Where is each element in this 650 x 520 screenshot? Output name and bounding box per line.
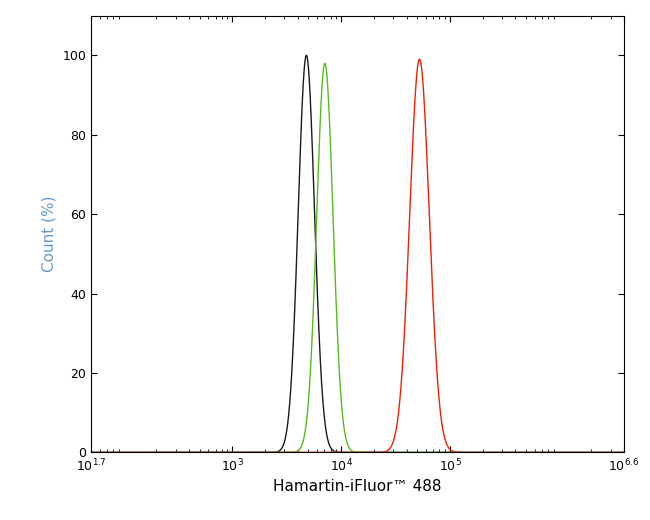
Y-axis label: Count (%): Count (%) (42, 196, 57, 272)
X-axis label: Hamartin-iFluor™ 488: Hamartin-iFluor™ 488 (273, 479, 442, 495)
